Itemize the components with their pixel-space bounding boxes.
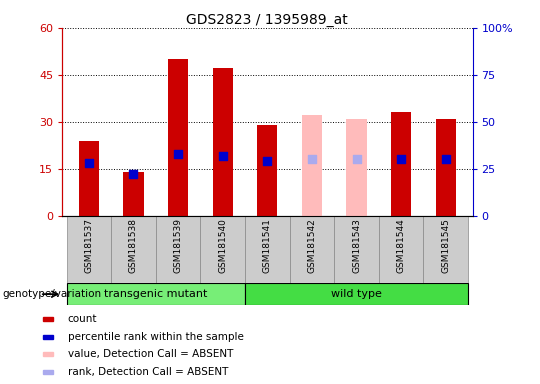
- Bar: [43, 370, 53, 374]
- Text: GSM181538: GSM181538: [129, 218, 138, 273]
- Point: [308, 156, 316, 162]
- FancyBboxPatch shape: [156, 216, 200, 283]
- Text: rank, Detection Call = ABSENT: rank, Detection Call = ABSENT: [68, 367, 228, 377]
- Bar: [168, 59, 188, 216]
- FancyBboxPatch shape: [423, 216, 468, 283]
- Bar: [124, 172, 144, 216]
- Point: [218, 152, 227, 159]
- Text: GSM181537: GSM181537: [84, 218, 93, 273]
- Text: count: count: [68, 314, 97, 324]
- Text: wild type: wild type: [331, 289, 382, 299]
- FancyBboxPatch shape: [111, 216, 156, 283]
- Text: transgenic mutant: transgenic mutant: [104, 289, 207, 299]
- Text: GSM181539: GSM181539: [173, 218, 183, 273]
- Point: [352, 156, 361, 162]
- Text: GSM181543: GSM181543: [352, 218, 361, 273]
- FancyBboxPatch shape: [66, 283, 245, 305]
- FancyBboxPatch shape: [245, 216, 289, 283]
- Text: GSM181540: GSM181540: [218, 218, 227, 273]
- Text: GSM181542: GSM181542: [307, 218, 316, 273]
- Title: GDS2823 / 1395989_at: GDS2823 / 1395989_at: [186, 13, 348, 26]
- Text: percentile rank within the sample: percentile rank within the sample: [68, 332, 244, 342]
- Point: [397, 156, 406, 162]
- Text: GSM181541: GSM181541: [263, 218, 272, 273]
- FancyBboxPatch shape: [334, 216, 379, 283]
- Text: genotype/variation: genotype/variation: [3, 289, 102, 299]
- Bar: [391, 113, 411, 216]
- Bar: [213, 68, 233, 216]
- Bar: [79, 141, 99, 216]
- Point: [263, 158, 272, 164]
- Bar: [436, 119, 456, 216]
- Point: [85, 160, 93, 166]
- Bar: [43, 335, 53, 339]
- Bar: [43, 317, 53, 321]
- Point: [174, 151, 183, 157]
- FancyBboxPatch shape: [379, 216, 423, 283]
- Text: GSM181545: GSM181545: [441, 218, 450, 273]
- Bar: [257, 125, 278, 216]
- FancyBboxPatch shape: [245, 283, 468, 305]
- FancyBboxPatch shape: [66, 216, 111, 283]
- Point: [441, 156, 450, 162]
- FancyBboxPatch shape: [289, 216, 334, 283]
- Text: GSM181544: GSM181544: [396, 218, 406, 273]
- Text: value, Detection Call = ABSENT: value, Detection Call = ABSENT: [68, 349, 233, 359]
- Bar: [302, 116, 322, 216]
- FancyBboxPatch shape: [200, 216, 245, 283]
- Point: [129, 171, 138, 177]
- Bar: [347, 119, 367, 216]
- Bar: [43, 352, 53, 356]
